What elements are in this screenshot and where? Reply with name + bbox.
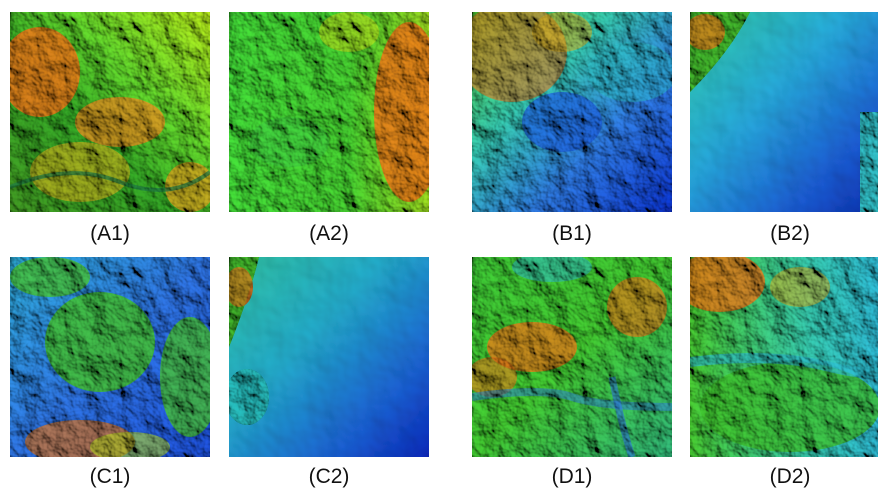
panel-label-b2: (B2) bbox=[770, 222, 810, 245]
dem-image-a2 bbox=[229, 12, 429, 212]
dem-panel-c1 bbox=[10, 257, 210, 457]
dem-panel-c2 bbox=[229, 257, 429, 457]
panel-label-d2: (D2) bbox=[769, 465, 811, 488]
dem-image-d2 bbox=[690, 257, 878, 457]
dem-image-b1 bbox=[472, 12, 672, 212]
dem-panel-d2 bbox=[690, 257, 878, 457]
dem-panel-b2 bbox=[690, 12, 878, 212]
panel-label-b1: (B1) bbox=[552, 222, 592, 245]
dem-image-c2 bbox=[229, 257, 429, 457]
panel-label-a2: (A2) bbox=[309, 222, 349, 245]
dem-image-b2 bbox=[690, 12, 878, 212]
dem-panel-b1 bbox=[472, 12, 672, 212]
dem-panel-d1 bbox=[472, 257, 672, 457]
dem-image-c1 bbox=[10, 257, 210, 457]
dem-image-d1 bbox=[472, 257, 672, 457]
dem-panel-a1 bbox=[10, 12, 210, 212]
panel-label-a1: (A1) bbox=[90, 222, 130, 245]
panel-label-c2: (C2) bbox=[308, 465, 350, 488]
panel-label-d1: (D1) bbox=[551, 465, 593, 488]
dem-panel-a2 bbox=[229, 12, 429, 212]
dem-image-a1 bbox=[10, 12, 210, 212]
panel-label-c1: (C1) bbox=[89, 465, 131, 488]
